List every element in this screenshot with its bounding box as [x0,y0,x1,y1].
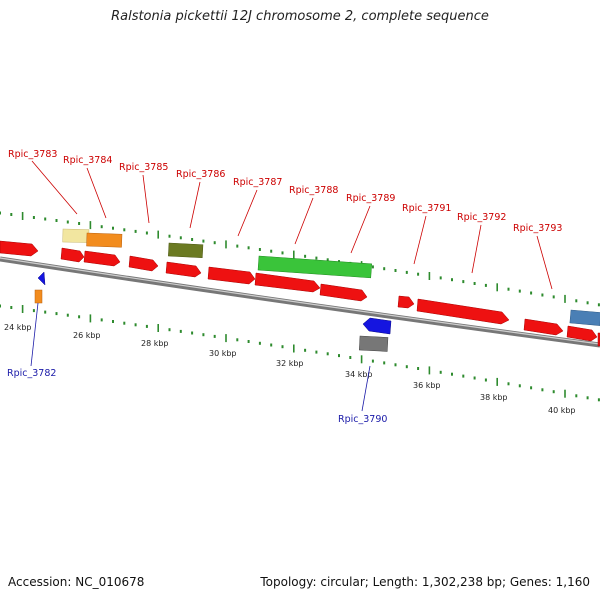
accession-text: Accession: NC_010678 [8,575,145,589]
gene-arrow[interactable] [0,240,39,257]
label-leader-lines-bottom [30,302,371,412]
scale-labels: 24 kbp 26 kbp 28 kbp 30 kbp 32 kbp 34 kb… [4,323,576,415]
gene-block-olive[interactable] [168,242,204,259]
scale-label: 36 kbp [413,381,441,390]
scale-label: 38 kbp [480,393,508,402]
gene-arrow[interactable] [319,283,368,302]
gene-arrow[interactable] [128,255,159,272]
forward-strand-genes [0,228,600,347]
scale-label: 26 kbp [73,331,101,340]
gene-arrow[interactable] [207,266,256,285]
gene-label[interactable]: Rpic_3785 [119,162,168,173]
gene-arrow-reverse[interactable] [37,271,46,286]
gene-arrow[interactable] [60,247,85,263]
gene-label[interactable]: Rpic_3784 [63,155,112,166]
gene-label[interactable]: Rpic_3786 [176,169,225,180]
upper-tick-row [0,211,600,307]
gene-block-orange-small[interactable] [34,289,43,304]
gene-block-orange[interactable] [86,232,123,248]
gene-arrow[interactable] [254,272,321,293]
gene-label[interactable]: Rpic_3789 [346,193,395,204]
gene-block-green[interactable] [257,255,372,279]
topology-summary: Topology: circular; Length: 1,302,238 bp… [260,575,590,589]
scale-label: 40 kbp [548,406,576,415]
lower-tick-row [0,304,600,402]
gene-label[interactable]: Rpic_3787 [233,177,282,188]
gene-arrow[interactable] [83,250,121,267]
gene-label[interactable]: Rpic_3788 [289,185,338,196]
scale-label: 28 kbp [141,339,169,348]
gene-label[interactable]: Rpic_3791 [402,203,451,214]
gene-block-pale[interactable] [62,228,90,243]
scale-label: 30 kbp [209,349,237,358]
map-title: Ralstonia pickettii 12J chromosome 2, co… [111,9,489,24]
reverse-strand-genes [34,271,392,352]
gene-arrow[interactable] [397,295,415,309]
gene-label[interactable]: Rpic_3790 [338,414,387,425]
scale-label: 34 kbp [345,370,373,379]
gene-label[interactable]: Rpic_3793 [513,223,562,234]
scale-label: 32 kbp [276,359,304,368]
gene-label[interactable]: Rpic_3783 [8,149,57,160]
gene-arrow[interactable] [416,298,510,325]
gene-arrow[interactable] [165,261,202,278]
gene-block-gray[interactable] [359,335,389,352]
gene-label[interactable]: Rpic_3792 [457,212,506,223]
gene-arrow[interactable] [566,325,598,342]
gene-block-steelblue[interactable] [569,309,600,326]
gene-arrow-reverse[interactable] [362,317,392,335]
gene-arrow[interactable] [523,318,564,336]
chromosome-backbone [0,256,600,348]
gene-labels-top: Rpic_3783 Rpic_3784 Rpic_3785 Rpic_3786 … [8,149,562,234]
gene-labels-bottom: Rpic_3782 Rpic_3790 [7,368,387,425]
label-leader-lines [31,160,553,290]
gene-label[interactable]: Rpic_3782 [7,368,56,379]
scale-label: 24 kbp [4,323,32,332]
